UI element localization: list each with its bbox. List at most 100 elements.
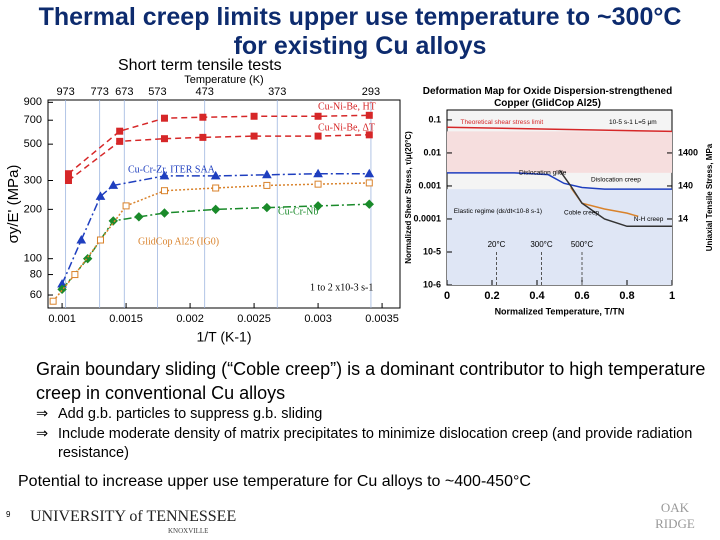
y2-axis-label: Uniaxial Tensile Stress, MPa xyxy=(705,143,714,251)
x-tick-label: 0 xyxy=(444,290,450,302)
marker xyxy=(82,253,93,264)
y-axis-label: Normalized Shear Stress, τ/μ(20°C) xyxy=(404,131,413,264)
x-tick-label: 0.003 xyxy=(304,313,332,325)
marker xyxy=(199,133,207,141)
x-tick-label: 0.8 xyxy=(619,290,634,302)
subtitle: Short term tensile tests xyxy=(118,57,282,74)
x-axis-label: Normalized Temperature, T/TN xyxy=(495,306,625,316)
marker xyxy=(108,180,119,189)
y-tick-label: 0.1 xyxy=(428,114,441,124)
x-tick-label: 0.4 xyxy=(529,290,545,302)
y-tick-label: 80 xyxy=(30,268,42,280)
y-tick-label: 900 xyxy=(24,96,42,108)
series-label: Cu-Ni-Be, ΔT xyxy=(318,122,375,133)
y-tick-label: 0.001 xyxy=(418,180,441,190)
marker xyxy=(64,170,72,178)
y-tick-label: 500 xyxy=(24,138,42,150)
region-label: Dislocation glide xyxy=(519,169,567,176)
marker xyxy=(134,212,144,222)
x2-tick-label: 373 xyxy=(268,86,286,98)
marker xyxy=(160,135,168,143)
marker xyxy=(199,113,207,121)
marker xyxy=(160,114,168,122)
x-tick-label: 1 xyxy=(669,290,675,302)
x2-tick-label: 773 xyxy=(90,86,108,98)
y-tick-label: 700 xyxy=(24,114,42,126)
marker xyxy=(314,112,322,120)
marker xyxy=(116,137,124,145)
slide-title: Thermal creep limits upper use temperatu… xyxy=(38,3,682,60)
marker xyxy=(250,112,258,120)
main-text: Grain boundary sliding (“Coble creep”) i… xyxy=(36,359,706,403)
conclusion: Potential to increase upper use temperat… xyxy=(18,473,531,490)
marker xyxy=(64,177,72,185)
region xyxy=(447,189,672,285)
temperature-label: 300°C xyxy=(530,240,553,249)
campus: KNOXVILLE xyxy=(168,527,209,535)
series-line xyxy=(558,169,672,228)
marker xyxy=(116,127,124,135)
marker xyxy=(159,170,170,180)
marker xyxy=(314,180,322,188)
marker xyxy=(95,191,106,200)
y-tick-label: 100 xyxy=(24,253,42,265)
chart-title: Deformation Map for Oxide Dispersion-str… xyxy=(422,86,673,109)
series-label: GlidCop Al25 (IG0) xyxy=(138,236,219,247)
temperature-label: 20°C xyxy=(488,240,506,249)
region-label: Theoretical shear stress limit xyxy=(461,119,544,126)
series-line xyxy=(447,172,672,190)
marker xyxy=(365,111,373,119)
x2-tick-label: 973 xyxy=(56,86,74,98)
page-number: 9 xyxy=(6,510,11,519)
region-label: N-H creep xyxy=(634,216,664,223)
series-line xyxy=(446,126,673,133)
marker xyxy=(49,297,57,305)
marker xyxy=(262,202,272,213)
series-label: Cu-Ni-Be, HT xyxy=(318,101,376,112)
bullet: Include moderate density of matrix preci… xyxy=(36,425,706,463)
region-label: Coble creep xyxy=(564,209,599,216)
marker xyxy=(108,216,118,226)
marker xyxy=(210,204,221,215)
marker xyxy=(313,201,323,211)
annotation: 1 to 2 x10-3 s-1 xyxy=(310,282,373,293)
region-label: Elastic regime (dε/dt<10-8 s-1) xyxy=(454,208,542,215)
x-tick-label: 0.001 xyxy=(48,313,76,325)
bullet: Add g.b. particles to suppress g.b. slid… xyxy=(36,405,706,424)
marker xyxy=(250,132,258,140)
x-tick-label: 0.2 xyxy=(484,290,499,302)
y-tick-label: 60 xyxy=(30,289,42,301)
y-axis-label: σy/E' (MPa) xyxy=(5,165,22,244)
marker xyxy=(313,168,323,178)
region-label: 10-5 s-1 L=5 μm xyxy=(609,119,657,126)
marker xyxy=(76,235,87,244)
x2-tick-label: 573 xyxy=(148,86,166,98)
x2-tick-label: 673 xyxy=(115,86,133,98)
marker xyxy=(212,184,220,192)
x2-axis-label: Temperature (K) xyxy=(184,74,263,86)
x-tick-label: 0.6 xyxy=(574,290,589,302)
marker xyxy=(365,179,373,187)
marker xyxy=(262,169,272,179)
marker xyxy=(314,132,322,140)
x-axis-label: 1/T (K-1) xyxy=(197,329,252,345)
y2-tick-label: 1400 xyxy=(678,147,698,157)
temperature-label: 500°C xyxy=(571,240,594,249)
y-tick-label: 10-5 xyxy=(423,246,441,256)
plot-area xyxy=(47,99,401,309)
marker xyxy=(159,208,170,218)
marker xyxy=(160,187,168,195)
y2-tick-label: 140 xyxy=(678,180,693,190)
y2-tick-label: 14 xyxy=(678,213,688,223)
y-tick-label: 300 xyxy=(24,174,42,186)
x2-tick-label: 293 xyxy=(362,86,380,98)
marker xyxy=(122,202,130,210)
x-tick-label: 0.0015 xyxy=(109,313,143,325)
marker xyxy=(364,199,374,209)
x2-tick-label: 473 xyxy=(196,86,214,98)
y-tick-label: 200 xyxy=(24,203,42,215)
region-label: Dislocation creep xyxy=(591,176,641,183)
university-logo: UNIVERSITY of TENNESSEE xyxy=(30,508,237,525)
